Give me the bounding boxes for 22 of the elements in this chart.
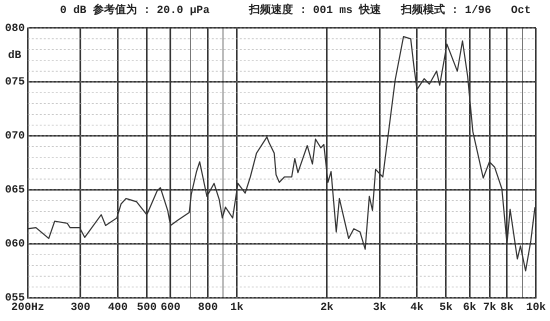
x-tick-label: 200Hz: [11, 302, 44, 314]
y-tick-label: 065: [4, 184, 26, 197]
x-tick-label: 300: [70, 302, 90, 314]
y-tick-label: 080: [4, 22, 25, 35]
x-tick-label: 10k: [526, 302, 546, 314]
x-tick-label: 3k: [372, 302, 387, 314]
x-tick-label: 1k: [230, 302, 244, 314]
y-axis-title: dB: [8, 50, 22, 62]
x-tick-label: 500: [136, 302, 157, 314]
x-tick-label: 8k: [500, 302, 514, 314]
x-tick-label: 600: [160, 302, 180, 314]
y-tick-label: 060: [4, 238, 25, 251]
y-tick-label: 070: [4, 130, 25, 143]
x-tick-label: 2k: [320, 302, 334, 314]
x-tick-label: 6k: [463, 302, 477, 314]
chart-title: 0 dB 参考值为 : 20.0 μPa 扫频速度 : 001 ms 快速 扫频模式 : 1/96 Oct: [60, 2, 531, 17]
x-tick-label: 7k: [483, 302, 497, 314]
x-tick-label: 4k: [410, 302, 424, 314]
x-tick-label: 400: [108, 302, 128, 314]
x-tick-label: 800: [198, 302, 218, 314]
x-tick-label: 5k: [439, 302, 453, 314]
y-tick-label: 075: [4, 76, 26, 89]
